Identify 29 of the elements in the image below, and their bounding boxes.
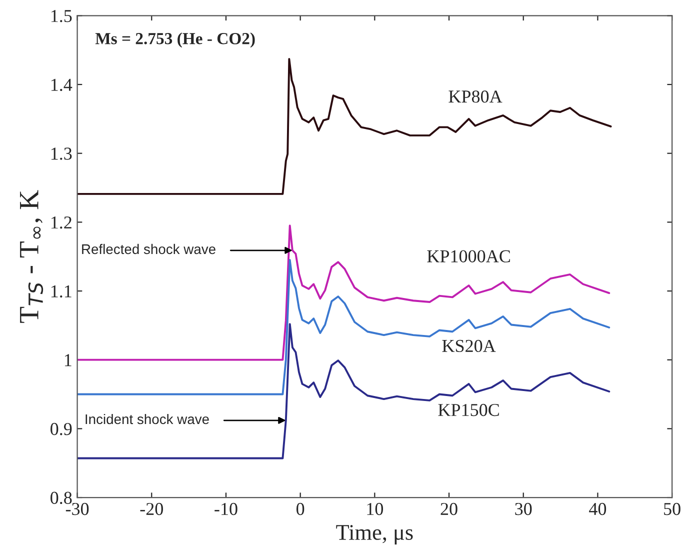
x-tick-label: 40 (589, 502, 606, 516)
x-tick-label: -30 (66, 502, 89, 516)
line-series (77, 224, 610, 361)
y-tick-label: 1 (64, 354, 72, 366)
series-label: KS20A (442, 340, 496, 352)
x-tick-label: 50 (664, 502, 680, 516)
y-axis-title: T$_{TS}$ - T$_{∞}$, K (20, 190, 44, 323)
x-tick-label: 10 (367, 502, 384, 516)
y-tick-label: 1.3 (51, 148, 72, 160)
series-label: KP80A (448, 90, 502, 103)
y-tick-label: 1.4 (51, 78, 72, 92)
annotation: Reflected shock wave (82, 244, 216, 254)
y-tick-label: 1.1 (51, 285, 72, 298)
y-tick-label: 0.8 (50, 492, 72, 504)
series-label: KP150C (438, 404, 499, 416)
y-tick-label: 0.9 (50, 422, 72, 436)
x-tick-label: 20 (440, 502, 458, 516)
line-series (77, 323, 610, 460)
x-tick-label: 0 (296, 502, 304, 516)
x-tick-label: 30 (515, 502, 532, 516)
x-axis-title: Time, μs (336, 524, 413, 544)
series-label: KP1000AC (427, 250, 510, 262)
x-tick-label: -20 (140, 502, 163, 516)
x-tick-label: -10 (214, 502, 238, 516)
line-series (77, 58, 612, 195)
text: Ms = 2.753 (He - CO2) (95, 32, 255, 48)
y-tick-label: 1.2 (51, 216, 72, 229)
y-tick-label: 1.5 (51, 10, 72, 22)
annotation: Incident shock wave (86, 414, 209, 424)
